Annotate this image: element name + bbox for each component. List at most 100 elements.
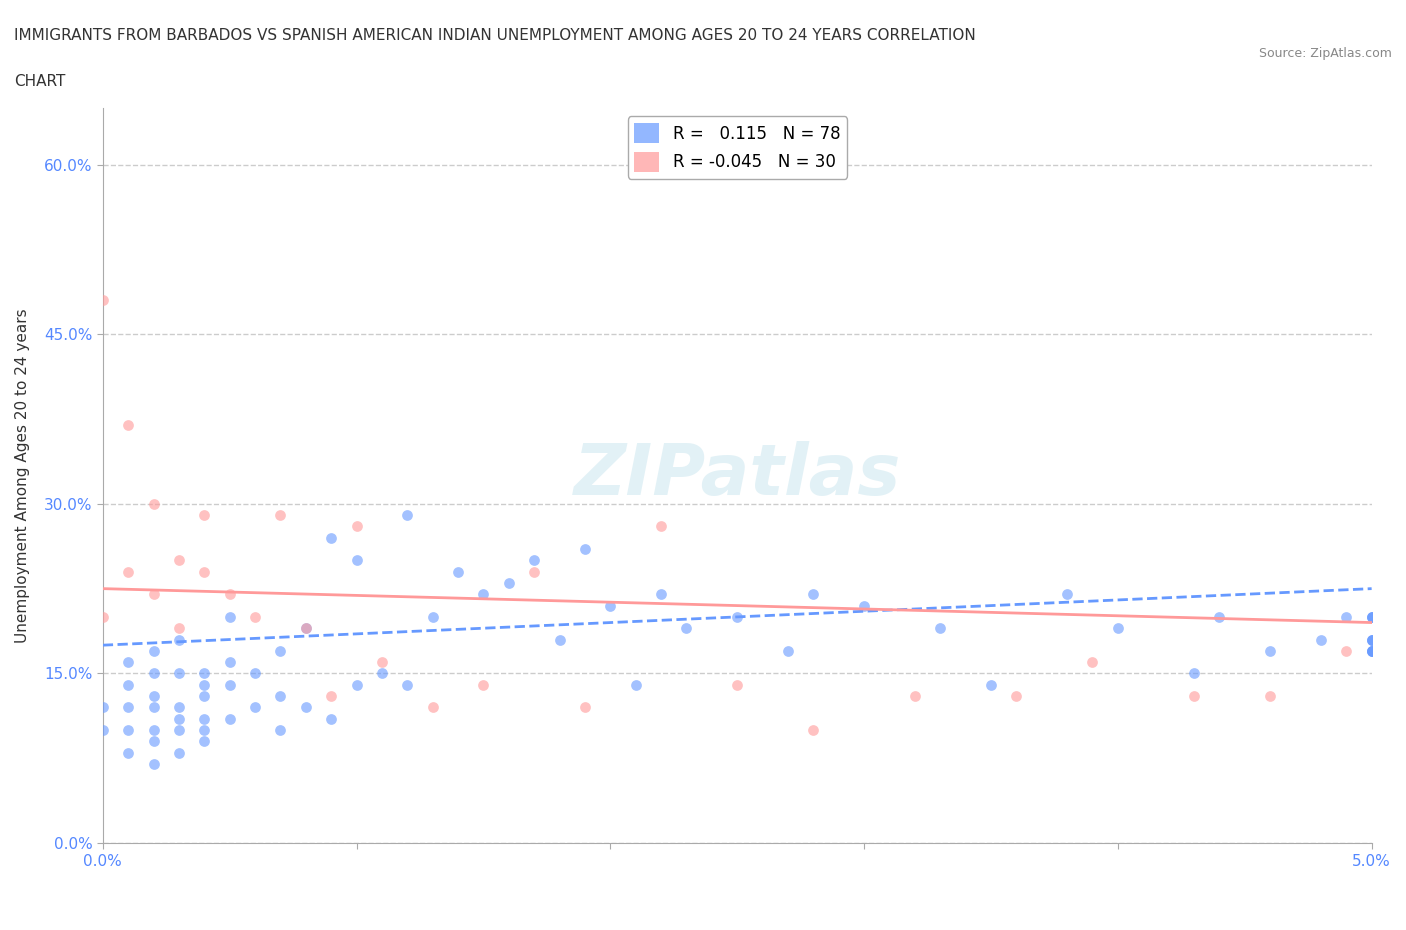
Point xyxy=(193,508,215,523)
Point xyxy=(167,620,190,635)
Point xyxy=(218,609,240,624)
Point xyxy=(91,293,114,308)
Legend: R =   0.115   N = 78, R = -0.045   N = 30: R = 0.115 N = 78, R = -0.045 N = 30 xyxy=(627,116,846,179)
Point xyxy=(1361,632,1384,647)
Point xyxy=(675,620,697,635)
Point xyxy=(422,700,444,715)
Point xyxy=(1081,655,1104,670)
Point xyxy=(1361,644,1384,658)
Point xyxy=(193,666,215,681)
Point xyxy=(523,565,546,579)
Point xyxy=(801,723,824,737)
Point xyxy=(193,677,215,692)
Point xyxy=(321,530,343,545)
Point xyxy=(498,576,520,591)
Point xyxy=(1005,688,1028,703)
Point xyxy=(396,677,419,692)
Point xyxy=(269,508,291,523)
Point xyxy=(295,700,318,715)
Point xyxy=(1309,632,1331,647)
Y-axis label: Unemployment Among Ages 20 to 24 years: Unemployment Among Ages 20 to 24 years xyxy=(15,308,30,643)
Point xyxy=(371,666,394,681)
Point xyxy=(472,677,495,692)
Point xyxy=(167,666,190,681)
Point xyxy=(142,734,165,749)
Point xyxy=(1361,644,1384,658)
Text: IMMIGRANTS FROM BARBADOS VS SPANISH AMERICAN INDIAN UNEMPLOYMENT AMONG AGES 20 T: IMMIGRANTS FROM BARBADOS VS SPANISH AMER… xyxy=(14,28,976,43)
Point xyxy=(117,745,139,760)
Point xyxy=(904,688,927,703)
Point xyxy=(91,723,114,737)
Point xyxy=(321,711,343,726)
Point xyxy=(548,632,571,647)
Point xyxy=(167,745,190,760)
Text: Source: ZipAtlas.com: Source: ZipAtlas.com xyxy=(1258,46,1392,60)
Point xyxy=(396,508,419,523)
Point xyxy=(447,565,470,579)
Point xyxy=(218,655,240,670)
Point xyxy=(243,700,266,715)
Point xyxy=(117,723,139,737)
Point xyxy=(167,723,190,737)
Point xyxy=(91,700,114,715)
Point xyxy=(346,677,368,692)
Point xyxy=(371,655,394,670)
Point xyxy=(1208,609,1230,624)
Point xyxy=(142,644,165,658)
Point xyxy=(1056,587,1078,602)
Point xyxy=(117,565,139,579)
Text: CHART: CHART xyxy=(14,74,66,89)
Point xyxy=(142,756,165,771)
Point xyxy=(346,553,368,568)
Point xyxy=(1361,644,1384,658)
Point xyxy=(243,609,266,624)
Point xyxy=(599,598,621,613)
Point xyxy=(117,677,139,692)
Point xyxy=(142,700,165,715)
Point xyxy=(650,519,672,534)
Point xyxy=(167,711,190,726)
Point xyxy=(142,723,165,737)
Point xyxy=(650,587,672,602)
Point xyxy=(776,644,799,658)
Point xyxy=(193,688,215,703)
Point xyxy=(117,418,139,432)
Text: ZIPatlas: ZIPatlas xyxy=(574,441,901,510)
Point xyxy=(624,677,647,692)
Point xyxy=(1361,609,1384,624)
Point xyxy=(523,553,546,568)
Point xyxy=(801,587,824,602)
Point xyxy=(218,587,240,602)
Point xyxy=(167,553,190,568)
Point xyxy=(1107,620,1129,635)
Point xyxy=(117,655,139,670)
Point xyxy=(725,677,748,692)
Point xyxy=(142,666,165,681)
Point xyxy=(142,688,165,703)
Point xyxy=(1361,609,1384,624)
Point xyxy=(1258,644,1281,658)
Point xyxy=(269,688,291,703)
Point xyxy=(193,711,215,726)
Point xyxy=(269,723,291,737)
Point xyxy=(218,677,240,692)
Point xyxy=(346,519,368,534)
Point xyxy=(142,497,165,512)
Point xyxy=(574,541,596,556)
Point xyxy=(472,587,495,602)
Point xyxy=(269,644,291,658)
Point xyxy=(1361,632,1384,647)
Point xyxy=(295,620,318,635)
Point xyxy=(1361,632,1384,647)
Point xyxy=(193,565,215,579)
Point xyxy=(574,700,596,715)
Point xyxy=(321,688,343,703)
Point xyxy=(853,598,876,613)
Point xyxy=(117,700,139,715)
Point xyxy=(929,620,952,635)
Point xyxy=(167,700,190,715)
Point xyxy=(980,677,1002,692)
Point xyxy=(1361,609,1384,624)
Point xyxy=(295,620,318,635)
Point xyxy=(193,734,215,749)
